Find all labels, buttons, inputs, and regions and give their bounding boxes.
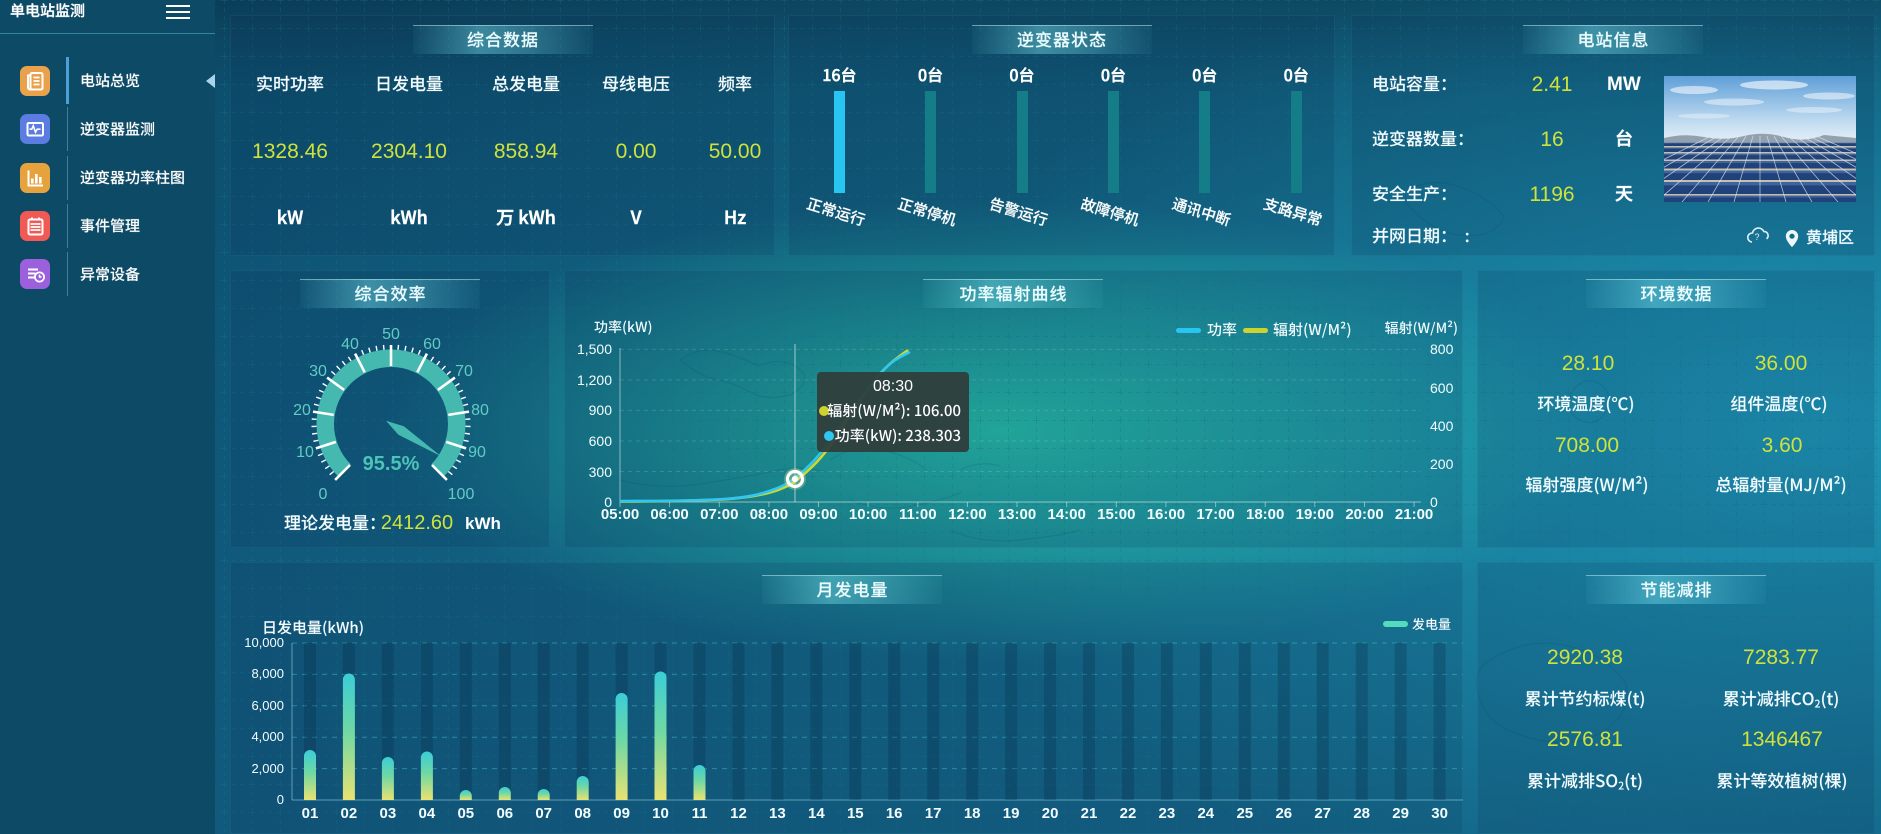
svg-text:40: 40 <box>341 336 359 353</box>
svg-text:60: 60 <box>423 336 441 353</box>
svg-text:90: 90 <box>468 444 486 461</box>
svg-text:?: ? <box>1755 232 1760 242</box>
svg-text:70: 70 <box>455 363 473 380</box>
svg-text:10: 10 <box>296 444 314 461</box>
svg-text:20: 20 <box>293 402 311 419</box>
svg-text:50: 50 <box>382 326 400 343</box>
svg-text:0: 0 <box>319 486 328 503</box>
svg-text:80: 80 <box>471 402 489 419</box>
svg-text:100: 100 <box>448 486 475 503</box>
svg-text:30: 30 <box>309 363 327 380</box>
